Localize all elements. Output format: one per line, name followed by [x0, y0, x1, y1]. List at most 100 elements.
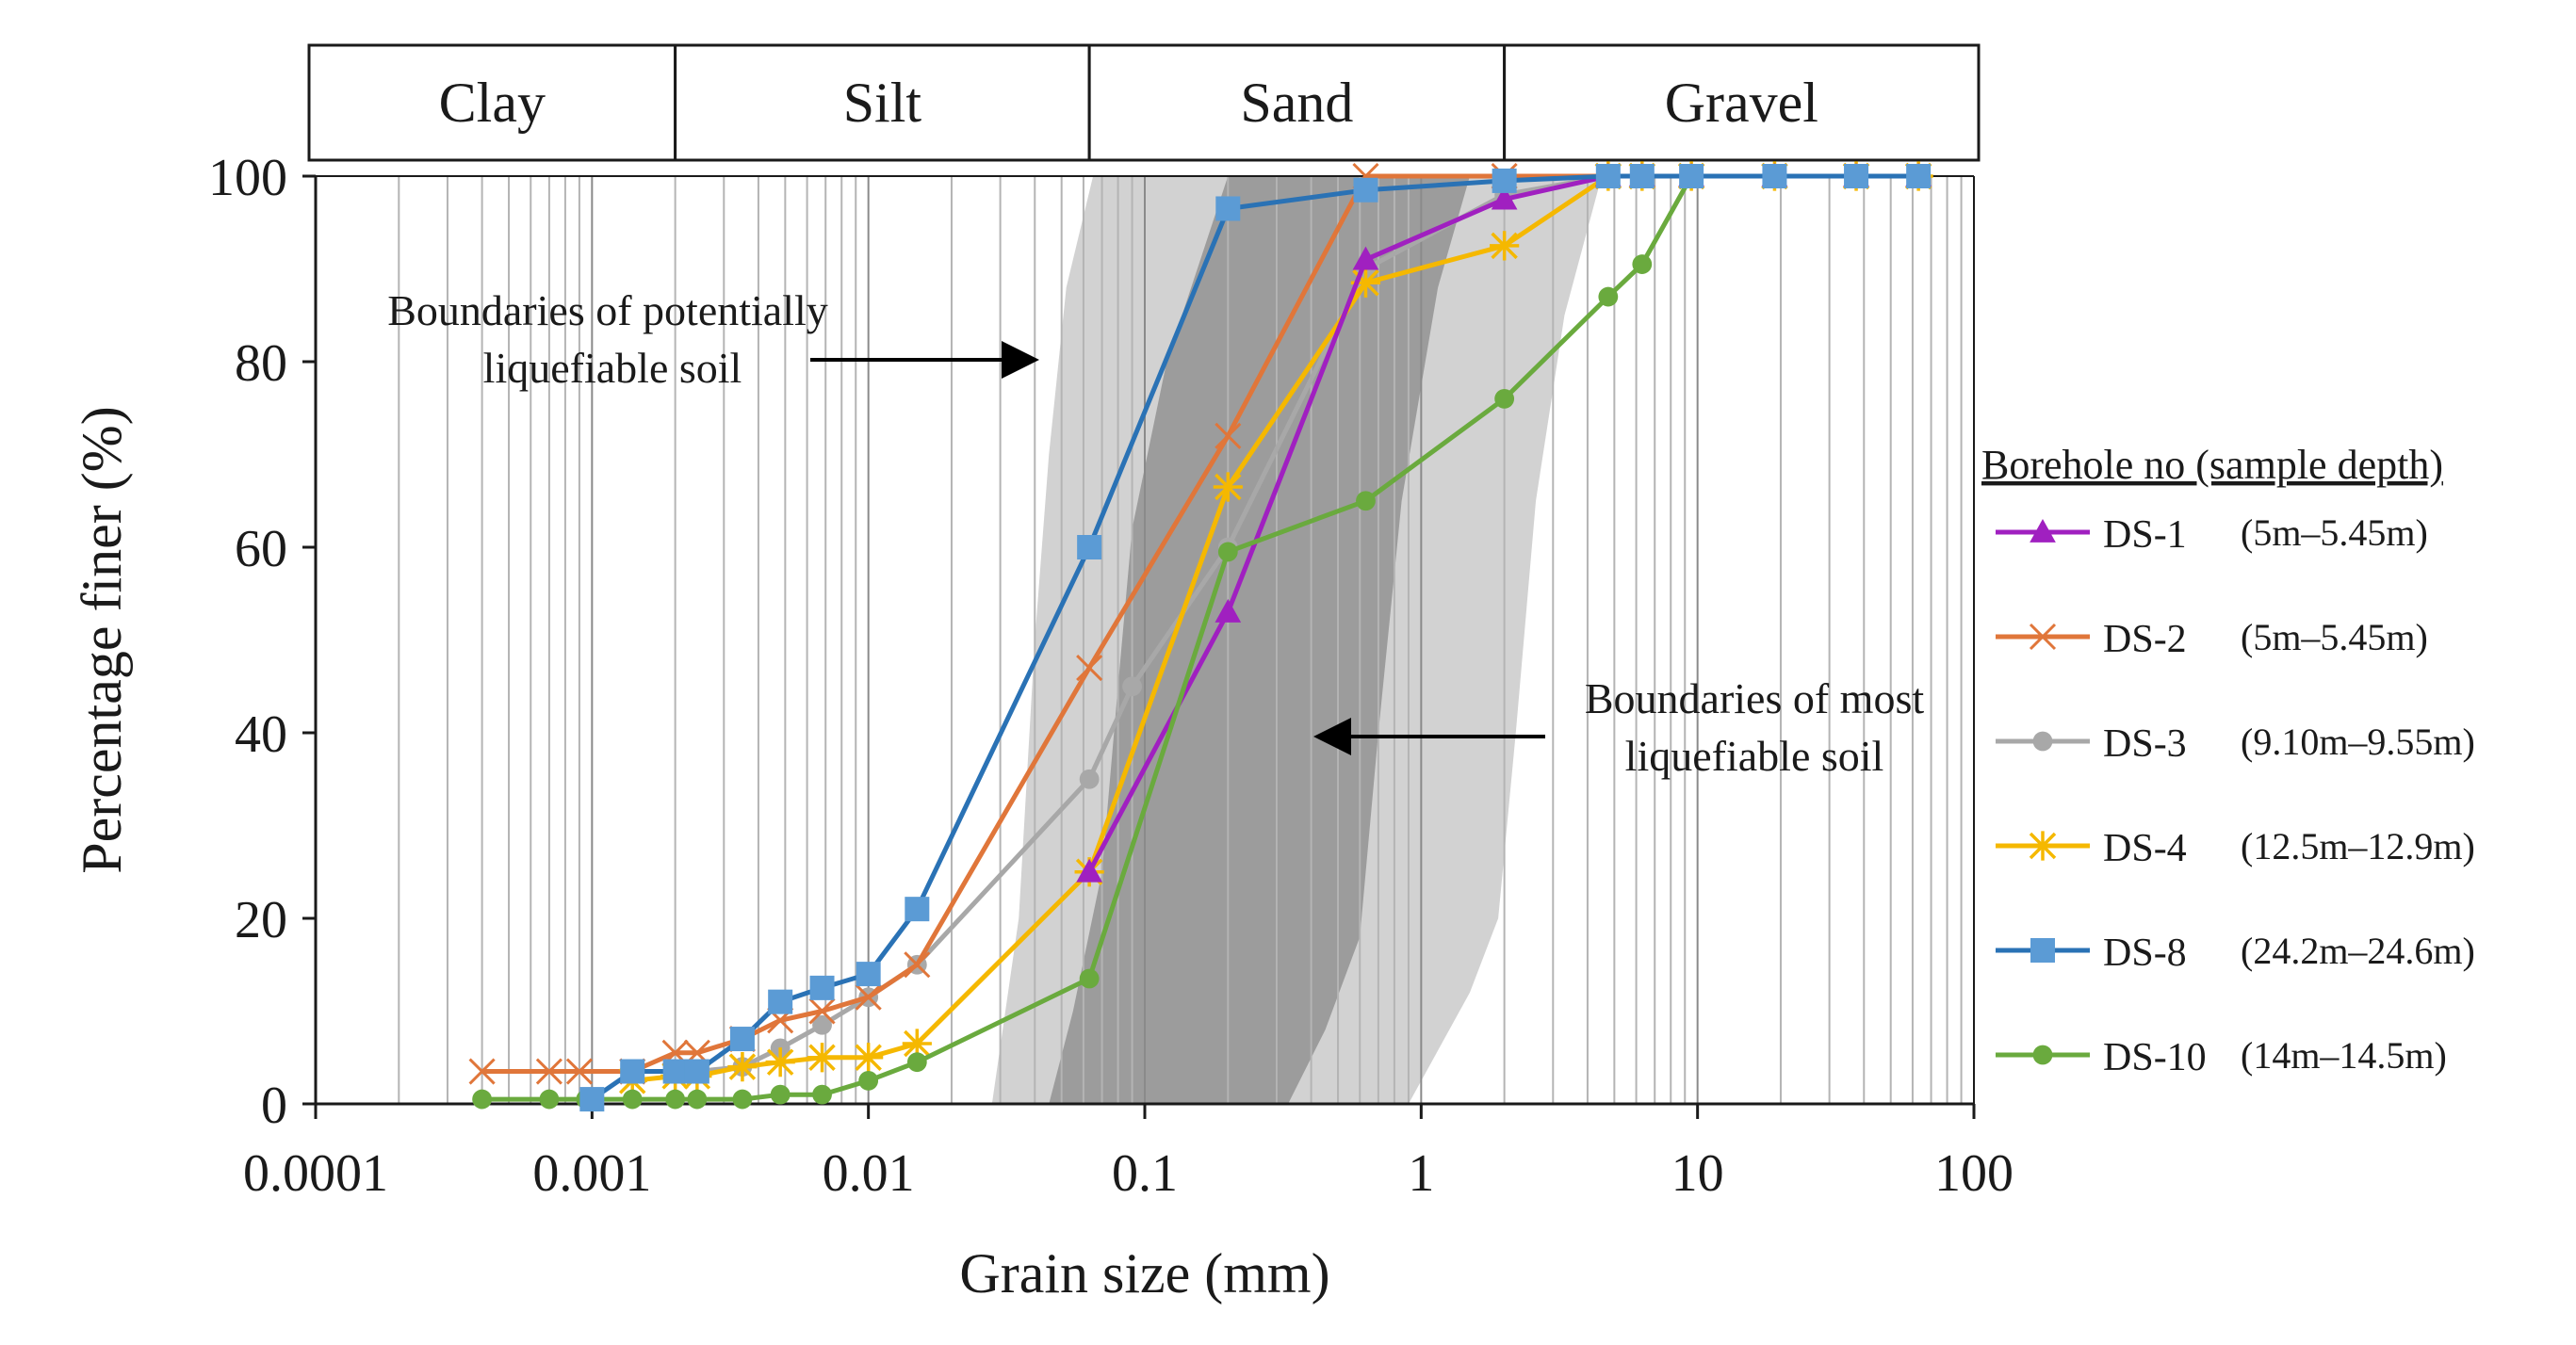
data-point [1762, 164, 1787, 188]
y-tick-label: 100 [208, 149, 287, 207]
annotation-most-line2: liquefiable soil [1625, 732, 1884, 780]
legend-swatch-marker [2028, 831, 2058, 861]
legend-series-name: DS-3 [2103, 722, 2187, 766]
legend-series-depth: (14m–14.5m) [2241, 1034, 2447, 1077]
data-point [687, 1089, 708, 1110]
soil-class-label: Silt [843, 72, 922, 134]
soil-class-box [307, 43, 677, 162]
data-point [1490, 231, 1520, 261]
data-point [1679, 164, 1704, 188]
legend-item-ds-10: DS-10 (14m–14.5m) [1996, 1034, 2447, 1079]
data-point [662, 1059, 688, 1084]
legend-item-ds-4: DS-4 (12.5m–12.9m) [1996, 825, 2475, 870]
data-point [765, 1047, 795, 1078]
data-point [565, 1058, 593, 1085]
data-point [1492, 168, 1517, 193]
y-tick-label: 0 [261, 1077, 287, 1135]
x-tick-label: 0.001 [532, 1144, 651, 1203]
data-point [856, 962, 881, 987]
data-point [1077, 535, 1102, 559]
legend-item-ds-8: DS-8 (24.2m–24.6m) [1996, 930, 2475, 975]
data-point [1494, 389, 1515, 409]
x-tick-label: 0.01 [823, 1144, 915, 1203]
data-point [1076, 654, 1103, 682]
data-point [472, 1089, 493, 1110]
legend-series-name: DS-4 [2103, 827, 2187, 870]
data-point [684, 1059, 709, 1084]
data-series [468, 161, 1933, 1112]
data-point [1350, 267, 1381, 298]
legend-series-name: DS-8 [2103, 932, 2187, 975]
soil-class-label: Sand [1240, 72, 1353, 134]
data-point [807, 1043, 838, 1073]
data-point [812, 1014, 832, 1035]
data-point [1352, 246, 1379, 270]
legend-swatch-marker [2030, 938, 2055, 963]
data-point [535, 1058, 562, 1085]
data-point [1122, 676, 1142, 697]
x-tick-label: 10 [1671, 1144, 1724, 1203]
soil-class-header: Clay Silt Sand Gravel [307, 43, 1981, 162]
y-tick-label: 80 [235, 334, 287, 393]
data-point [539, 1089, 560, 1110]
gridlines [315, 176, 1975, 1104]
legend-series-depth: (24.2m–24.6m) [2241, 930, 2475, 972]
data-point [906, 1052, 927, 1073]
legend-item-ds-2: DS-2 (5m–5.45m) [1996, 616, 2428, 661]
data-point [1217, 542, 1238, 562]
y-tick-label: 60 [235, 520, 287, 578]
data-point [1632, 254, 1653, 274]
data-point [902, 1029, 932, 1059]
annotation-most-line1: Boundaries of most [1585, 674, 1925, 722]
legend-series-depth: (12.5m–12.9m) [2241, 825, 2475, 867]
data-point [1079, 968, 1100, 989]
data-point [768, 989, 793, 1014]
data-point [812, 1084, 832, 1105]
data-point [579, 1087, 605, 1112]
data-point [1213, 472, 1243, 502]
data-point [808, 997, 836, 1025]
data-point [770, 1084, 791, 1105]
data-point [1215, 196, 1241, 221]
data-point [729, 1027, 755, 1052]
y-tick-label: 40 [235, 705, 287, 764]
region-most-liquefiable [1049, 176, 1470, 1104]
annotation-potentially-line1: Boundaries of potentially [387, 286, 828, 334]
data-point [1079, 769, 1100, 789]
legend-swatch-marker [2032, 731, 2053, 752]
soil-class-box [674, 43, 1091, 162]
data-point [1598, 286, 1619, 307]
data-point [905, 897, 930, 922]
data-point [1906, 164, 1932, 188]
annotation-potentially-line2: liquefiable soil [483, 344, 742, 392]
data-point [855, 983, 882, 1011]
legend-series-depth: (5m–5.45m) [2241, 511, 2428, 554]
axes: 0 20 40 60 80 100 0.0001 0.001 0.01 0.1 1 10 100 Grai… [71, 149, 2014, 1304]
y-axis-title: Percentage finer (%) [71, 406, 133, 873]
data-point [1844, 164, 1869, 188]
legend-series-name: DS-1 [2103, 513, 2187, 557]
data-point [622, 1089, 643, 1110]
data-point [1353, 177, 1378, 203]
x-tick-label: 0.0001 [243, 1144, 388, 1203]
data-point [1629, 164, 1655, 188]
x-tick-label: 1 [1408, 1144, 1434, 1203]
soil-class-box [1503, 43, 1981, 162]
legend-series-name: DS-2 [2103, 618, 2187, 661]
data-point [732, 1089, 753, 1110]
data-point [854, 1043, 884, 1073]
data-point [809, 975, 835, 1000]
data-point [1076, 858, 1102, 883]
legend-title: Borehole no (sample depth) [1981, 442, 2443, 488]
legend-series-depth: (9.10m–9.55m) [2241, 721, 2475, 763]
legend-swatch-marker [2029, 623, 2057, 651]
data-point [1215, 598, 1242, 623]
data-point [1491, 186, 1518, 210]
data-point [858, 1070, 879, 1091]
legend: Borehole no (sample depth) DS-1 (5m–5.45m)… [1981, 442, 2475, 1079]
data-point [1356, 491, 1376, 511]
series-ds-8 [579, 164, 1932, 1112]
data-point [665, 1089, 686, 1110]
x-tick-label: 0.1 [1112, 1144, 1178, 1203]
legend-item-ds-3: DS-3 (9.10m–9.55m) [1996, 721, 2475, 766]
